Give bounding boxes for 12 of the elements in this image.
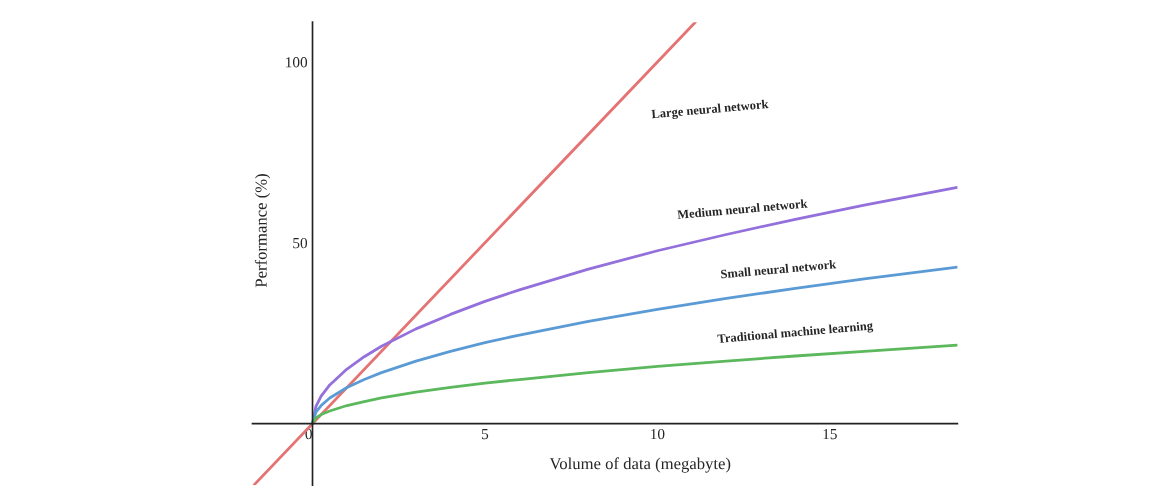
x-tick-label: 15 [823, 429, 837, 440]
x-tick-label: 5 [482, 429, 489, 440]
series-label: Small neural network [720, 259, 837, 279]
x-axis-title: Volume of data (megabyte) [549, 457, 731, 473]
y-tick-label: 50 [293, 237, 308, 249]
series-label: Traditional machine learning [717, 320, 874, 346]
series-label: Medium neural network [677, 198, 808, 219]
series-label: Large neural network [651, 99, 769, 121]
x-tick-label: 10 [651, 428, 665, 440]
line-series [311, 343, 958, 426]
y-axis-title: Performance (%) [254, 174, 271, 288]
y-tick-label: 100 [286, 57, 308, 68]
